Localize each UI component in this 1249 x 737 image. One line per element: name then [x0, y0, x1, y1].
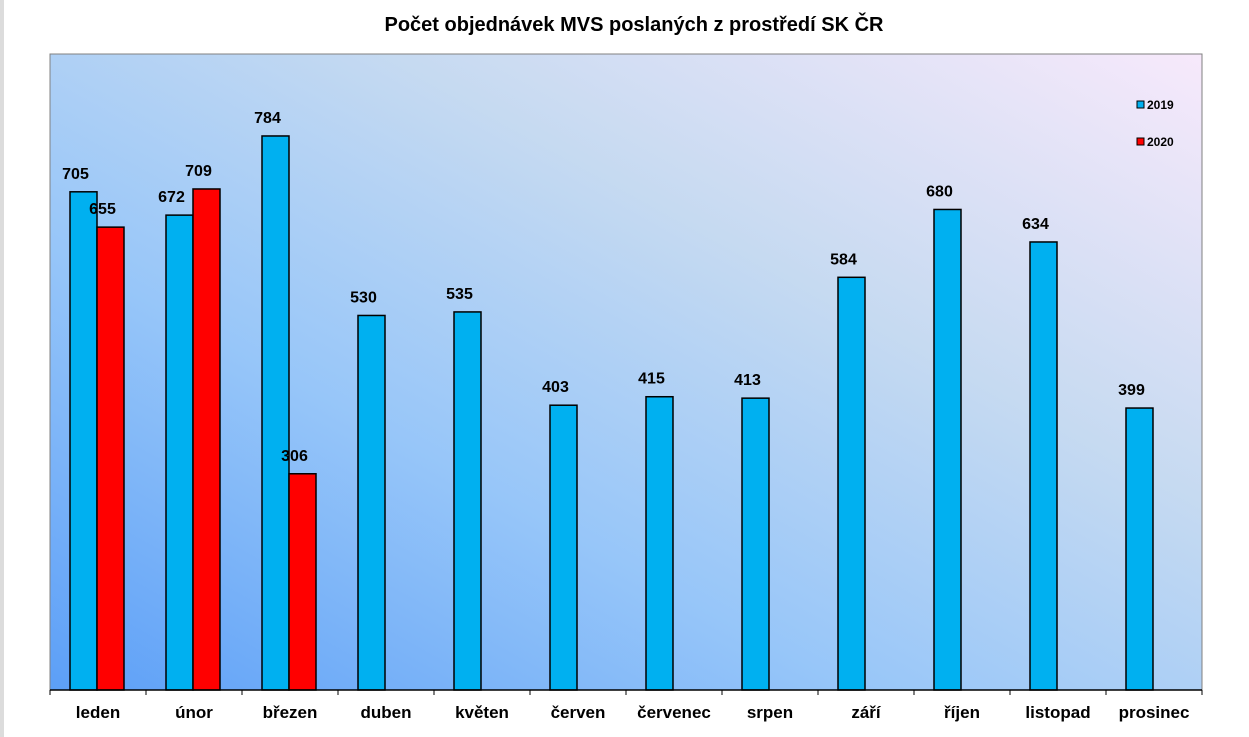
- bar-2019: [837, 276, 866, 691]
- x-tick-label: říjen: [944, 703, 980, 722]
- plot-area: [49, 53, 1203, 691]
- data-label: 413: [734, 372, 761, 389]
- x-tick-label: prosinec: [1119, 703, 1190, 722]
- bar-2019: [933, 208, 962, 691]
- x-tick-label: duben: [361, 703, 412, 722]
- bar-2019: [741, 397, 770, 691]
- data-label: 403: [542, 379, 569, 396]
- data-label: 655: [89, 201, 116, 218]
- bar-2019: [1125, 407, 1154, 691]
- legend-label-2020: 2020: [1147, 135, 1174, 149]
- bar-2019: [165, 214, 194, 691]
- chart-title: Počet objednávek MVS poslaných z prostře…: [384, 14, 884, 36]
- bar-2019: [645, 395, 674, 691]
- window-frame-edge: [0, 0, 4, 737]
- data-label: 784: [254, 110, 281, 127]
- bar-2019: [453, 311, 482, 691]
- x-tick-label: září: [851, 703, 882, 722]
- bar-2019: [357, 314, 386, 691]
- data-label: 415: [638, 371, 665, 388]
- x-tick-label: únor: [175, 703, 213, 722]
- data-label: 634: [1022, 216, 1049, 233]
- legend-swatch-2020: [1136, 137, 1145, 146]
- bar-2020: [192, 188, 221, 691]
- data-label: 584: [830, 251, 857, 268]
- data-label: 535: [446, 286, 473, 303]
- legend-label-2019: 2019: [1147, 98, 1174, 112]
- data-label: 672: [158, 189, 185, 206]
- data-label: 306: [281, 448, 308, 465]
- bar-2019: [549, 404, 578, 691]
- x-tick-label: srpen: [747, 703, 793, 722]
- bar-2020: [96, 226, 125, 691]
- x-tick-label: červenec: [637, 703, 711, 722]
- bar-2020: [288, 473, 317, 691]
- x-tick-label: červen: [551, 703, 606, 722]
- x-tick-label: březen: [263, 703, 318, 722]
- x-tick-label: listopad: [1025, 703, 1090, 722]
- data-label: 709: [185, 163, 212, 180]
- bar-2019: [1029, 241, 1058, 691]
- legend: 2019 2020: [1136, 98, 1174, 149]
- x-tick-label: leden: [76, 703, 120, 722]
- bar-2019: [261, 135, 290, 691]
- bar-2019: [69, 191, 98, 691]
- data-label: 530: [350, 289, 377, 306]
- data-label: 680: [926, 183, 953, 200]
- x-tick-label: květen: [455, 703, 509, 722]
- data-label: 705: [62, 166, 89, 183]
- legend-swatch-2019: [1136, 100, 1145, 109]
- data-label: 399: [1118, 382, 1145, 399]
